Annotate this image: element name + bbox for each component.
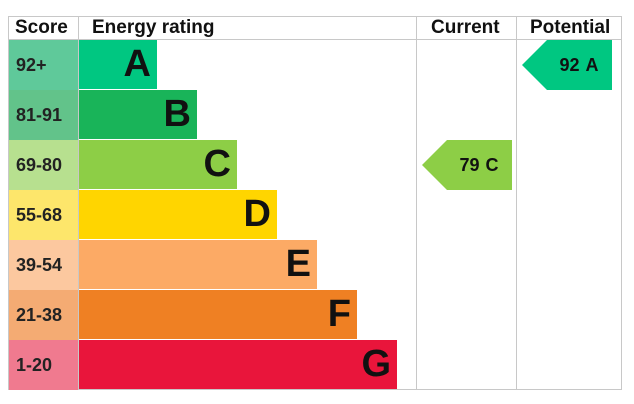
score-column-divider [78, 16, 79, 390]
score-header: Score [15, 17, 68, 38]
score-range-d: 55-68 [9, 190, 78, 240]
band-bar-d: D [79, 190, 277, 239]
score-range-a: 92+ [9, 40, 78, 90]
current-rating-arrow-value: 79 [459, 155, 480, 175]
score-range-c: 69-80 [9, 140, 78, 190]
energy-rating-header: Energy rating [92, 17, 215, 38]
band-bar-g: G [79, 340, 397, 389]
potential-rating-arrow-letter: A [585, 55, 599, 75]
score-range-e: 39-54 [9, 240, 78, 290]
band-bar-f: F [79, 290, 357, 339]
header-divider [8, 39, 622, 40]
band-bar-b: B [79, 90, 197, 139]
potential-header: Potential [530, 17, 611, 38]
score-range-g: 1-20 [9, 340, 78, 390]
potential-column-divider [516, 16, 517, 390]
score-range-f: 21-38 [9, 290, 78, 340]
current-rating-arrow-letter: C [485, 155, 499, 175]
band-bar-a: A [79, 40, 157, 89]
band-bar-e: E [79, 240, 317, 289]
epc-chart-frame [8, 16, 622, 390]
current-header: Current [431, 17, 500, 38]
potential-rating-arrow-value: 92 [559, 55, 580, 75]
score-range-b: 81-91 [9, 90, 78, 140]
current-column-divider [416, 16, 417, 390]
band-bar-c: C [79, 140, 237, 189]
